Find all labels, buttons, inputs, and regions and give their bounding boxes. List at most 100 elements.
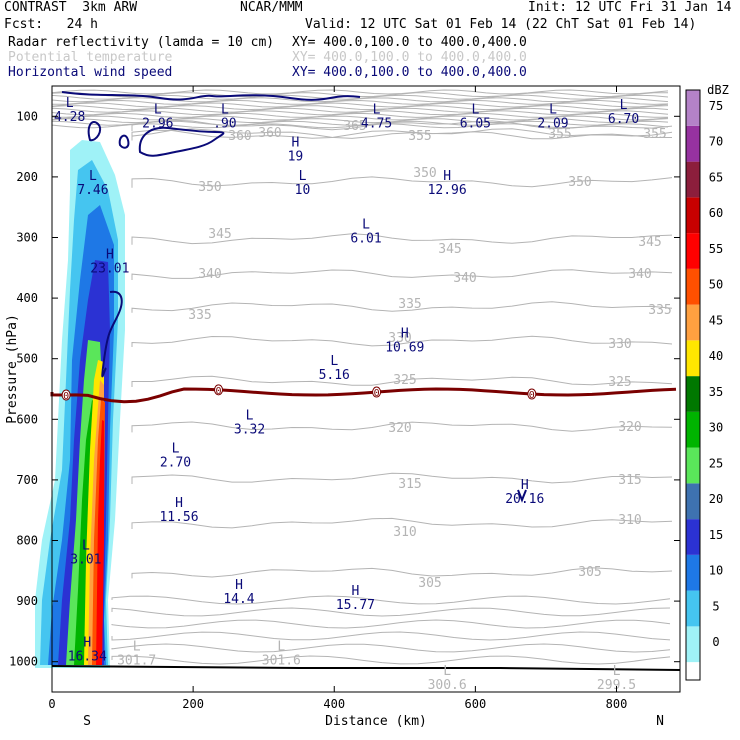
wind-zero-label-2: 0 [374, 388, 380, 399]
colorbar-swatch-20 [686, 483, 700, 520]
theta-label-340-0: 340 [198, 267, 221, 282]
field-2-xy: XY= 400.0,100.0 to 400.0,400.0 [292, 50, 527, 65]
theta-contour-345 [131, 233, 673, 245]
wind-extremum-type-8: L [89, 169, 97, 184]
y-tick-label-800: 800 [16, 534, 38, 548]
wind-zero-line [50, 387, 677, 404]
theta-contour-upper-12 [51, 120, 669, 126]
colorbar-swatch-45 [686, 304, 700, 341]
theta-contour-335 [131, 301, 673, 313]
y-tick-label-300: 300 [16, 231, 38, 245]
wind-extremum-value-17: 20.16 [505, 492, 544, 507]
wind-zero-marker-0 [61, 389, 71, 401]
wind-extremum-type-0: L [66, 96, 74, 111]
wind-contour-small-2 [118, 134, 130, 149]
x-end-label-right: N [656, 714, 664, 729]
wind-extremum-value-13: 10.69 [385, 340, 424, 355]
wind-extremum-type-16: L [172, 442, 180, 457]
wind-extremum-value-16: 2.70 [160, 456, 191, 471]
reflectivity-band-9 [96, 420, 104, 665]
theta-contour-upper-0 [51, 89, 669, 95]
theta-contour-upper-5 [51, 102, 669, 108]
wind-contour-updraft [101, 290, 123, 378]
theta-extremum-value-2: 300.6 [428, 678, 467, 693]
theta-extremum-type-2: L [443, 664, 451, 679]
field-1-name: Radar reflectivity (lamda = 10 cm) [8, 35, 275, 50]
wind-extremum-type-12: H [106, 248, 114, 263]
wind-extremum-value-18: 11.56 [159, 510, 198, 525]
theta-contour-upper-3 [51, 97, 669, 103]
theta-contour-310 [131, 517, 673, 529]
theta-label-345-1: 345 [438, 242, 461, 257]
colorbar-swatch-65 [686, 161, 700, 198]
theta-label-330-0: 330 [388, 331, 411, 346]
colorbar-label-50: 50 [709, 278, 723, 292]
colorbar-swatch-50 [686, 268, 700, 305]
colorbar-label-10: 10 [709, 564, 723, 578]
y-tick-label-1000: 1000 [9, 655, 38, 669]
colorbar-outline [685, 89, 701, 681]
colorbar-swatch-75 [686, 90, 700, 126]
theta-extremum-type-0: L [133, 640, 141, 655]
colorbar-swatch-55 [686, 233, 700, 269]
x-tick-label-200: 200 [182, 697, 204, 711]
wind-extremum-value-14: 5.16 [319, 368, 350, 383]
wind-extremum-value-11: 6.01 [350, 231, 381, 246]
wind-extremum-type-15: L [246, 408, 254, 423]
theta-contour-350 [131, 176, 673, 188]
wind-extremum-type-14: L [330, 354, 338, 369]
theta-label-360-1: 360 [258, 126, 281, 141]
theta-contour-upper-4 [51, 99, 669, 105]
theta-label-345-0: 345 [208, 227, 231, 242]
theta-label-345-2: 345 [638, 235, 661, 250]
wind-zero-marker-3 [527, 388, 537, 400]
wind-extremum-type-7: H [292, 136, 300, 151]
colorbar-swatch-0 [686, 626, 700, 663]
colorbar-label-5: 5 [712, 599, 719, 613]
wind-extremum-type-5: L [549, 102, 557, 117]
theta-contour-upper-7 [51, 107, 669, 113]
theta-label-340-1: 340 [453, 271, 476, 286]
wind-contour-jet-core [138, 126, 225, 157]
theta-label-360-0: 360 [228, 129, 251, 144]
wind-contour-small-3 [517, 489, 527, 503]
theta-contour-upper-9 [51, 112, 669, 118]
x-axis-label: Distance (km) [325, 714, 427, 729]
wind-zero-marker-1 [214, 384, 224, 396]
colorbar-label-30: 30 [709, 421, 723, 435]
theta-contour-upper-11 [51, 118, 669, 124]
colorbar-label-25: 25 [709, 456, 723, 470]
valid-time: Valid: 12 UTC Sat 01 Feb 14 (22 ChT Sat … [305, 17, 697, 32]
colorbar-swatch-30 [686, 411, 700, 448]
theta-label-315-1: 315 [618, 473, 641, 488]
theta-label-315-0: 315 [398, 477, 421, 492]
theta-label-335-1: 335 [398, 297, 421, 312]
theta-label-310-0: 310 [393, 525, 416, 540]
theta-contour-upper-13 [51, 123, 669, 129]
colorbar-label-45: 45 [709, 313, 723, 327]
colorbar: 0 5 10 15 20 25 30 35 40 45 50 55 60 65 70 75 dBZ [685, 83, 729, 681]
colorbar-label-70: 70 [709, 135, 723, 149]
theta-contour-340 [131, 269, 673, 280]
wind-extremum-value-8: 7.46 [77, 183, 108, 198]
theta-contour-355 [131, 129, 673, 141]
wind-extremum-value-0: 4.28 [54, 110, 85, 125]
wind-extremum-value-6: 6.70 [608, 112, 639, 127]
theta-label-330-1: 330 [608, 337, 631, 352]
wind-extremum-type-19: L [82, 539, 90, 554]
theta-label-355-1: 355 [548, 127, 571, 142]
theta-contour-lower-1 [111, 607, 671, 617]
wind-extremum-type-10: H [443, 169, 451, 184]
theta-contour-lower-0 [111, 595, 671, 605]
theta-label-305-0: 305 [418, 576, 441, 591]
colorbar-label-0: 0 [712, 635, 719, 649]
x-end-label-left: S [83, 714, 91, 729]
theta-label-325-1: 325 [608, 375, 631, 390]
theta-label-355-2: 355 [643, 127, 666, 142]
theta-label-335-0: 335 [188, 308, 211, 323]
wind-extremum-value-4: 6.05 [460, 116, 491, 131]
plot-frame [51, 85, 681, 693]
theta-contour-315 [131, 472, 673, 484]
model-title: CONTRAST 3km ARW [4, 0, 138, 15]
